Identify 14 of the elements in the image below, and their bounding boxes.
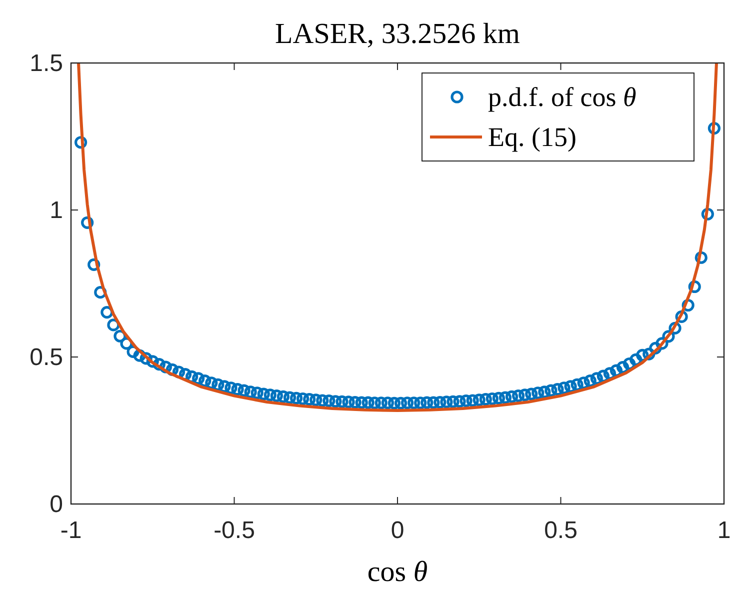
x-tick-label: 1 xyxy=(717,517,731,544)
x-tick-label: 0 xyxy=(390,517,404,544)
line-series xyxy=(77,63,718,412)
legend-label: p.d.f. of cos θ xyxy=(488,82,636,112)
y-tick-label: 1.5 xyxy=(30,50,63,77)
legend-label: Eq. (15) xyxy=(488,122,576,152)
y-tick-label: 0.5 xyxy=(30,344,63,371)
y-tick-label: 0 xyxy=(50,491,63,518)
x-tick-label: 0.5 xyxy=(544,517,578,544)
chart-title: LASER, 33.2526 km xyxy=(275,18,520,50)
x-tick-label: -0.5 xyxy=(214,517,255,544)
x-axis-title: cos θ xyxy=(367,556,428,588)
y-tick-label: 1 xyxy=(50,197,63,224)
x-tick-label: -1 xyxy=(60,517,82,544)
